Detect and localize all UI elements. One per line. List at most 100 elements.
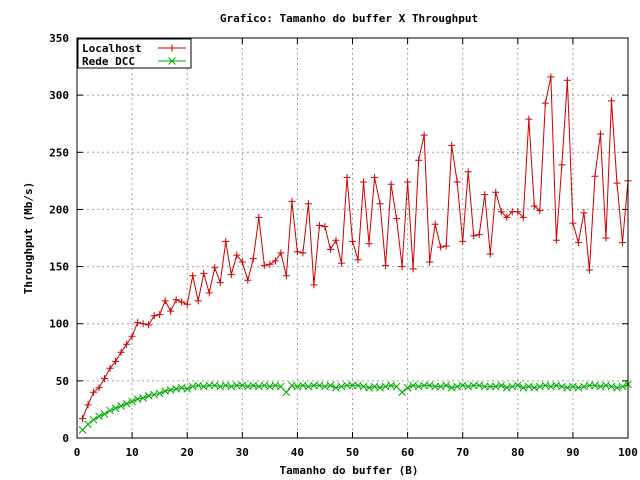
data-point-localhost	[552, 236, 560, 244]
data-point-localhost	[415, 156, 423, 164]
x-tick-label: 20	[181, 446, 194, 459]
data-point-localhost	[613, 179, 621, 187]
data-point-rede-dcc	[155, 389, 164, 398]
data-point-rede-dcc	[95, 412, 103, 421]
x-tick-label: 60	[401, 446, 414, 459]
data-point-localhost	[288, 197, 296, 205]
data-point-localhost	[492, 188, 500, 196]
data-point-localhost	[547, 73, 555, 81]
data-point-localhost	[596, 130, 604, 138]
data-point-localhost	[178, 298, 186, 306]
data-point-rede-dcc	[431, 382, 440, 391]
data-point-localhost	[194, 297, 202, 305]
data-point-rede-dcc	[480, 382, 489, 391]
data-point-localhost	[602, 234, 610, 242]
series-line-rede-dcc	[82, 383, 629, 431]
data-point-localhost	[266, 260, 274, 268]
data-point-localhost	[514, 208, 522, 216]
y-tick-label: 300	[49, 89, 69, 102]
data-point-localhost	[409, 265, 417, 273]
data-point-localhost	[580, 209, 588, 217]
y-tick-label: 0	[62, 432, 69, 445]
data-point-localhost	[536, 207, 544, 215]
data-point-rede-dcc	[326, 381, 335, 390]
y-tick-label: 350	[49, 32, 69, 45]
data-point-rede-dcc	[497, 381, 506, 390]
data-point-rede-dcc	[84, 420, 92, 429]
data-point-localhost	[354, 256, 362, 264]
data-point-rede-dcc	[618, 382, 627, 391]
data-point-localhost	[299, 249, 307, 257]
data-point-localhost	[420, 131, 428, 139]
data-point-localhost	[618, 239, 626, 247]
data-point-localhost	[189, 272, 197, 280]
y-tick-label: 100	[49, 318, 69, 331]
data-point-localhost	[117, 348, 125, 356]
data-point-rede-dcc	[310, 381, 318, 390]
y-axis-label: Throughput (Mb/s)	[22, 182, 35, 295]
data-point-rede-dcc	[122, 399, 131, 408]
data-point-localhost	[282, 272, 290, 280]
data-point-localhost	[371, 173, 379, 181]
data-point-rede-dcc	[398, 388, 406, 397]
data-point-localhost	[183, 300, 191, 308]
data-point-localhost	[211, 264, 219, 272]
data-point-localhost	[459, 237, 467, 245]
data-point-localhost	[310, 281, 318, 289]
data-point-localhost	[255, 213, 263, 221]
data-point-localhost	[360, 178, 368, 186]
series-line-localhost	[82, 76, 629, 419]
axis-ticks: 0 50 100 150 200 250 300 350 0 10 20 30 40 50 60 70 80 90…	[49, 32, 638, 459]
data-point-localhost	[530, 202, 538, 210]
data-point-localhost	[227, 271, 235, 279]
data-point-localhost	[563, 76, 571, 84]
data-point-localhost	[134, 319, 142, 327]
data-point-localhost	[497, 208, 505, 216]
y-tick-label: 250	[49, 146, 69, 159]
data-point-localhost	[585, 266, 593, 274]
data-point-localhost	[574, 239, 582, 247]
data-point-rede-dcc	[513, 381, 522, 390]
data-point-rede-dcc	[100, 410, 109, 418]
data-point-localhost	[321, 223, 329, 231]
data-point-rede-dcc	[348, 381, 357, 390]
x-tick-label: 100	[618, 446, 638, 459]
data-point-rede-dcc	[111, 404, 120, 413]
data-point-localhost	[112, 357, 120, 365]
data-point-rede-dcc	[282, 388, 291, 397]
data-point-localhost	[145, 321, 153, 329]
data-point-rede-dcc	[139, 394, 147, 402]
data-point-localhost	[569, 219, 577, 227]
data-point-localhost	[326, 245, 334, 253]
data-point-localhost	[84, 401, 92, 409]
x-tick-label: 80	[511, 446, 524, 459]
data-point-localhost	[337, 259, 345, 267]
data-point-localhost	[481, 191, 489, 199]
data-point-localhost	[349, 237, 356, 245]
data-point-localhost	[343, 173, 351, 181]
data-point-localhost	[156, 311, 164, 319]
x-tick-label: 10	[125, 446, 138, 459]
data-point-rede-dcc	[205, 381, 214, 390]
data-point-localhost	[519, 213, 527, 221]
legend-label-rede-dcc: Rede DCC	[82, 55, 135, 68]
data-point-rede-dcc	[128, 397, 136, 406]
data-point-localhost	[293, 248, 301, 256]
data-point-localhost	[260, 261, 268, 269]
legend-marker-localhost	[168, 44, 176, 52]
y-tick-label: 150	[49, 261, 69, 274]
data-point-localhost	[382, 261, 390, 269]
legend-label-localhost: Localhost	[82, 42, 142, 55]
series-rede-dcc	[78, 380, 632, 434]
series-layer	[78, 73, 632, 434]
data-point-localhost	[404, 178, 412, 186]
y-tick-label: 50	[56, 375, 69, 388]
data-point-localhost	[437, 243, 445, 251]
data-point-localhost	[464, 168, 472, 176]
data-point-localhost	[393, 215, 401, 223]
data-point-localhost	[376, 200, 384, 208]
data-point-rede-dcc	[420, 381, 428, 390]
data-point-localhost	[486, 250, 494, 258]
